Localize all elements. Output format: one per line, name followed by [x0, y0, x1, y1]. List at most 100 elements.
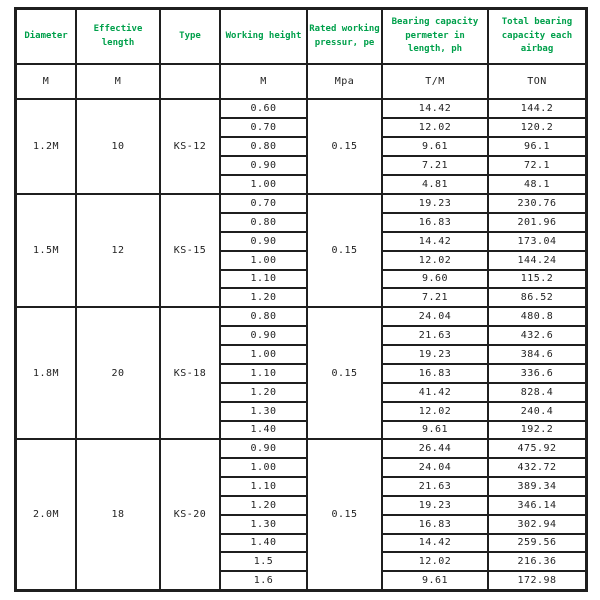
working-height-cell: 1.10 [221, 362, 306, 382]
working-height-cell: 0.90 [250, 443, 277, 455]
bearing-capacity-cell: 16.83 [383, 211, 487, 231]
total-capacity-cell: 173.04 [489, 230, 585, 250]
bearing-capacity-cell: 7.21 [383, 287, 487, 306]
spec-group-ks-18: 1.8M 20 KS-18 0.80 0.90 1.00 1.10 1.20 1.30 1.40 0… [17, 306, 585, 439]
diameter-cell: 1.8M [17, 308, 77, 439]
working-height-cell: 1.5 [221, 551, 306, 570]
bearing-capacity-cell: 19.23 [383, 494, 487, 514]
bearing-capacity-cell: 14.42 [418, 102, 452, 114]
working-height-cell: 1.30 [221, 513, 306, 533]
working-height-column: 0.70 0.80 0.90 1.00 1.10 1.20 [221, 194, 308, 307]
working-height-cell: 1.10 [221, 268, 306, 288]
total-capacity-cell: 230.76 [517, 197, 557, 209]
bearing-capacity-cell: 41.42 [383, 381, 487, 401]
bearing-capacity-column: 26.44 24.04 21.63 19.23 16.83 14.42 12.02 9.61 [383, 440, 489, 589]
total-capacity-cell: 302.94 [489, 513, 585, 533]
pressure-cell: 0.15 [308, 100, 383, 193]
effective-length-cell: 12 [77, 194, 161, 307]
total-capacity-cell: 389.34 [489, 476, 585, 495]
total-capacity-cell: 192.2 [489, 419, 585, 439]
total-capacity-cell: 201.96 [489, 211, 585, 231]
total-capacity-column: 480.8 432.6 384.6 336.6 828.4 240.4 192.2 [489, 308, 585, 438]
bearing-capacity-cell: 7.21 [383, 154, 487, 174]
total-capacity-cell: 828.4 [489, 381, 585, 401]
unit-cell-type [161, 65, 221, 98]
diameter-cell: 1.2M [17, 100, 77, 193]
bearing-capacity-cell: 16.83 [383, 362, 487, 382]
working-height-column: 0.90 1.00 1.10 1.20 1.30 1.40 1.5 1.6 [221, 440, 308, 589]
working-height-cell: 0.80 [250, 311, 277, 323]
working-height-cell: 0.80 [221, 135, 306, 155]
working-height-cell: 0.90 [221, 230, 306, 250]
working-height-column: 0.60 0.70 0.80 0.90 1.00 [221, 100, 308, 193]
spec-group-ks-20: 2.0M 18 KS-20 0.90 1.00 1.10 1.20 1.30 1.40 1.5 1.… [17, 438, 585, 589]
working-height-cell: 0.90 [221, 325, 306, 344]
total-capacity-column: 475.92 432.72 389.34 346.14 302.94 259.56 216.… [489, 440, 585, 589]
total-capacity-cell: 172.98 [489, 570, 585, 589]
total-capacity-cell: 346.14 [489, 494, 585, 514]
effective-length-cell: 20 [77, 308, 161, 439]
working-height-cell: 0.70 [221, 116, 306, 136]
bearing-capacity-cell: 9.60 [383, 268, 487, 288]
total-capacity-cell: 240.4 [489, 400, 585, 420]
working-height-column: 0.80 0.90 1.00 1.10 1.20 1.30 1.40 [221, 308, 308, 439]
total-capacity-cell: 384.6 [489, 344, 585, 363]
working-height-cell: 1.40 [221, 532, 306, 552]
total-capacity-cell: 432.72 [489, 457, 585, 476]
total-capacity-cell: 259.56 [489, 532, 585, 552]
total-capacity-cell: 144.2 [520, 102, 554, 114]
bearing-capacity-cell: 12.02 [383, 400, 487, 420]
pressure-cell: 0.15 [308, 440, 383, 589]
bearing-capacity-column: 14.42 12.02 9.61 7.21 4.81 [383, 100, 489, 193]
unit-cell-working-height: M [221, 65, 308, 98]
type-cell: KS-12 [161, 100, 221, 193]
header-cell-rated-pressure: Rated working pressur, pe [308, 10, 383, 63]
type-cell: KS-15 [161, 194, 221, 307]
airbag-spec-table: Diameter Effective length Type Working h… [14, 7, 588, 592]
total-capacity-cell: 120.2 [489, 116, 585, 136]
total-capacity-cell: 86.52 [489, 287, 585, 306]
total-capacity-cell: 144.24 [489, 249, 585, 269]
working-height-cell: 0.60 [250, 102, 277, 114]
bearing-capacity-cell: 19.23 [418, 197, 452, 209]
unit-cell-rated-pressure: Mpa [308, 65, 383, 98]
bearing-capacity-cell: 12.02 [383, 249, 487, 269]
working-height-cell: 1.30 [221, 400, 306, 420]
bearing-capacity-cell: 4.81 [383, 173, 487, 193]
working-height-cell: 1.20 [221, 494, 306, 514]
bearing-capacity-cell: 16.83 [383, 513, 487, 533]
unit-cell-bearing-capacity: T/M [383, 65, 489, 98]
bearing-capacity-cell: 21.63 [383, 325, 487, 344]
unit-cell-effective-length: M [77, 65, 161, 98]
header-cell-type: Type [161, 10, 221, 63]
bearing-capacity-cell: 14.42 [383, 532, 487, 552]
spec-group-ks-15: 1.5M 12 KS-15 0.70 0.80 0.90 1.00 1.10 1.20 0.15 1… [17, 192, 585, 307]
total-capacity-cell: 115.2 [489, 268, 585, 288]
total-capacity-cell: 72.1 [489, 154, 585, 174]
bearing-capacity-cell: 12.02 [383, 116, 487, 136]
working-height-cell: 1.40 [221, 419, 306, 439]
working-height-cell: 0.70 [250, 197, 277, 209]
bearing-capacity-cell: 9.61 [383, 419, 487, 439]
effective-length-cell: 10 [77, 100, 161, 193]
header-cell-working-height: Working height [221, 10, 308, 63]
working-height-cell: 1.00 [221, 173, 306, 193]
table-body: 1.2M 10 KS-12 0.60 0.70 0.80 0.90 1.00 0.15 14.42… [17, 100, 585, 589]
total-capacity-cell: 216.36 [489, 551, 585, 570]
header-cell-effective-length: Effective length [77, 10, 161, 63]
working-height-cell: 1.10 [221, 476, 306, 495]
bearing-capacity-cell: 12.02 [383, 551, 487, 570]
working-height-cell: 0.80 [221, 211, 306, 231]
total-capacity-column: 144.2 120.2 96.1 72.1 48.1 [489, 100, 585, 193]
total-capacity-cell: 336.6 [489, 362, 585, 382]
bearing-capacity-cell: 9.61 [383, 570, 487, 589]
diameter-cell: 2.0M [17, 440, 77, 589]
pressure-cell: 0.15 [308, 308, 383, 439]
working-height-cell: 1.00 [221, 249, 306, 269]
effective-length-cell: 18 [77, 440, 161, 589]
header-cell-total-capacity: Total bearing capacity each airbag [501, 17, 573, 55]
working-height-cell: 1.00 [221, 344, 306, 363]
header-cell-bearing-capacity: Bearing capacity permeter in length, ph [383, 10, 489, 63]
bearing-capacity-cell: 9.61 [383, 135, 487, 155]
working-height-cell: 0.90 [221, 154, 306, 174]
